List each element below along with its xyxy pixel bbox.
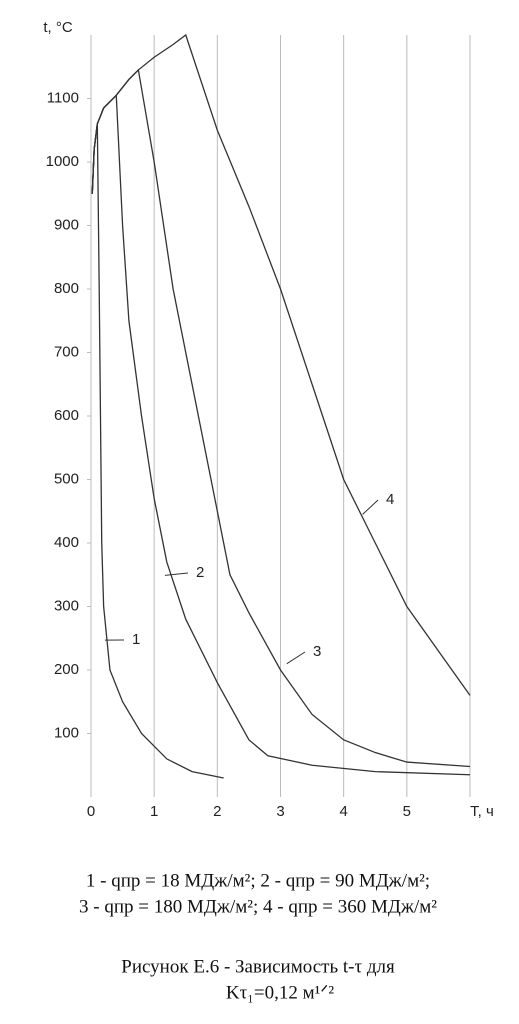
y-tick-label: 900 xyxy=(54,216,79,233)
y-tick-label: 800 xyxy=(54,280,79,297)
y-tick-label: 100 xyxy=(54,724,79,741)
series-label: 1 xyxy=(132,631,140,648)
y-tick-label: 200 xyxy=(54,661,79,678)
x-tick-label: 5 xyxy=(403,803,411,820)
line-series xyxy=(91,68,471,768)
legend-line: 1 - qпр = 18 МДж/м²; 2 - qпр = 90 МДж/м²… xyxy=(86,870,430,891)
x-tick-label: 4 xyxy=(339,803,347,820)
x-tick-label: 2 xyxy=(213,803,221,820)
leader-line xyxy=(164,572,189,576)
y-tick-label: 400 xyxy=(54,534,79,551)
line-series xyxy=(91,93,471,776)
legend-line: 3 - qпр = 180 МДж/м²; 4 - qпр = 360 МДж/… xyxy=(79,896,437,917)
caption: Kτ₁=0,12 м¹ᐟ² xyxy=(226,982,334,1003)
line-series xyxy=(91,33,471,696)
y-tick-label: 600 xyxy=(54,407,79,424)
y-tick-label: 300 xyxy=(54,597,79,614)
line-series xyxy=(91,123,224,779)
leader-line xyxy=(286,651,306,665)
series-label: 2 xyxy=(196,564,204,581)
series-label: 4 xyxy=(386,491,394,508)
series-label: 3 xyxy=(313,643,321,660)
x-tick-label: 1 xyxy=(150,803,158,820)
caption: Рисунок Е.6 - Зависимость t-τ для xyxy=(121,956,395,977)
y-tick-label: 1000 xyxy=(46,153,79,170)
y-tick-label: 1100 xyxy=(47,89,79,106)
x-tick-label: 0 xyxy=(87,803,95,820)
leader-line xyxy=(362,499,379,515)
x-tick-label: 3 xyxy=(276,803,284,820)
y-tick-label: 500 xyxy=(54,470,79,487)
x-axis-label: T, ч xyxy=(470,803,494,820)
y-tick-label: 700 xyxy=(54,343,79,360)
y-axis-label: t, °C xyxy=(43,19,73,36)
